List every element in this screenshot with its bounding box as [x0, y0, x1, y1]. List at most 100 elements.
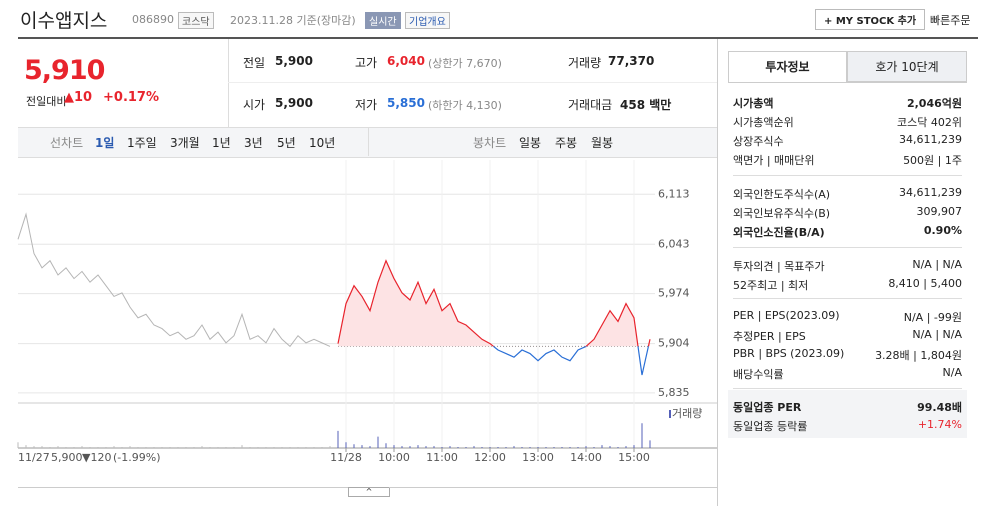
prev-date: 11/27: [18, 451, 50, 464]
summary-label: 전일: [243, 56, 266, 70]
info-label: 배당수익률: [733, 368, 784, 381]
divider: [728, 82, 967, 83]
line-below: [492, 346, 650, 376]
info-value: 3.28배 | 1,804원: [875, 349, 962, 362]
divider: [717, 39, 718, 506]
y-tick-label: 6,043: [658, 237, 690, 250]
info-label: 동일업종 등락률: [733, 420, 808, 433]
collapse-button[interactable]: ^: [348, 487, 390, 497]
summary-value: 5,900: [275, 96, 313, 110]
period-tab[interactable]: 3년: [244, 136, 263, 150]
period-tab[interactable]: 1주일: [127, 136, 157, 150]
change-label: 전일대비: [26, 95, 67, 108]
y-tick-label: 5,835: [658, 386, 690, 399]
period-tab[interactable]: 1일: [95, 136, 115, 150]
info-value: N/A | N/A: [912, 258, 962, 271]
divider: [18, 487, 348, 488]
info-label: 동일업종 PER: [733, 401, 802, 414]
info-value: 34,611,239: [899, 186, 962, 199]
period-label: 선차트: [50, 136, 84, 150]
info-label: 시가총액순위: [733, 116, 794, 129]
x-tick-label: 14:00: [570, 451, 602, 464]
info-value: 0.90%: [923, 224, 962, 237]
summary-value: 458 백만: [620, 98, 672, 112]
divider: [18, 37, 978, 39]
info-value: 34,611,239: [899, 133, 962, 146]
current-price: 5,910: [24, 55, 105, 86]
period-tab[interactable]: 주봉: [555, 136, 578, 150]
volume-label: 거래량: [672, 407, 702, 420]
summary-value: 77,370: [608, 54, 655, 68]
period-tab[interactable]: 일봉: [519, 136, 542, 150]
info-label: 투자의견 | 목표주가: [733, 260, 825, 273]
info-label: 시가총액: [733, 97, 774, 110]
summary-note: (상한가 7,670): [428, 57, 502, 70]
x-tick-label: 11:00: [426, 451, 458, 464]
prev-close: 5,900: [51, 451, 83, 464]
change-pct: +0.17%: [103, 90, 159, 105]
period-tab[interactable]: 월봉: [591, 136, 614, 150]
period-tab[interactable]: 10년: [309, 136, 336, 150]
period-tab[interactable]: 1년: [212, 136, 231, 150]
x-tick-label: 10:00: [378, 451, 410, 464]
quick-order[interactable]: 빠른주문: [930, 14, 971, 27]
divider: [733, 298, 962, 299]
info-label: PBR | BPS (2023.09): [733, 347, 845, 360]
info-value: +1.74%: [917, 418, 962, 431]
info-label: 상장주식수: [733, 135, 784, 148]
date: 2023.11.28 기준(장마감): [230, 14, 356, 27]
tab[interactable]: 투자정보: [728, 51, 847, 82]
x-tick-label: 11/28: [330, 451, 362, 464]
prev-pct: (-1.99%): [113, 451, 161, 464]
info-value: 309,907: [916, 205, 963, 218]
info-value: N/A: [942, 366, 962, 379]
y-tick-label: 5,904: [658, 337, 690, 350]
prev-change: ▼120: [82, 451, 111, 464]
summary-value: 5,900: [275, 54, 313, 68]
summary-label: 저가: [355, 98, 378, 112]
info-value: 99.48배: [917, 401, 962, 414]
info-label: 외국인소진율(B/A): [733, 226, 825, 239]
stock-code: 086890: [132, 13, 174, 26]
summary-label: 거래량: [568, 56, 602, 70]
realtime-badge[interactable]: 실시간: [365, 12, 401, 29]
info-value: 8,410 | 5,400: [888, 277, 962, 290]
info-label: 외국인보유주식수(B): [733, 207, 831, 220]
info-label: PER | EPS(2023.09): [733, 309, 840, 322]
info-value: 500원 | 1주: [903, 154, 962, 167]
area-above: [338, 260, 650, 347]
divider: [228, 82, 717, 83]
info-label: 액면가 | 매매단위: [733, 154, 815, 167]
info-value: 코스닥 402위: [897, 116, 962, 129]
legend-swatch: [669, 410, 671, 418]
line-above: [337, 259, 651, 347]
y-tick-label: 6,113: [658, 187, 690, 200]
change: ▲10: [64, 90, 93, 105]
stock-name: 이수앱지스: [20, 10, 108, 32]
period-tab[interactable]: 5년: [277, 136, 296, 150]
mystock-button[interactable]: + MY STOCK 추가: [815, 9, 926, 30]
summary-label: 시가: [243, 98, 266, 112]
divider: [733, 175, 962, 176]
divider: [389, 487, 717, 488]
info-value: 2,046억원: [906, 97, 962, 110]
summary-value: 5,850: [387, 96, 425, 110]
divider: [368, 128, 369, 156]
summary-value: 6,040: [387, 54, 425, 68]
info-label: 추정PER | EPS: [733, 330, 806, 343]
tab[interactable]: 호가 10단계: [847, 51, 967, 82]
x-tick-label: 13:00: [522, 451, 554, 464]
divider: [733, 247, 962, 248]
divider: [228, 39, 229, 127]
info-value: N/A | -99원: [903, 311, 962, 324]
info-label: 외국인한도주식수(A): [733, 188, 831, 201]
summary-note: (하한가 4,130): [428, 99, 502, 112]
market-badge: 코스닥: [178, 12, 214, 29]
period-tab[interactable]: 3개월: [170, 136, 200, 150]
divider: [733, 388, 962, 389]
overview-button[interactable]: 기업개요: [405, 12, 450, 29]
period-bar: [18, 127, 717, 158]
summary-label: 고가: [355, 56, 378, 70]
